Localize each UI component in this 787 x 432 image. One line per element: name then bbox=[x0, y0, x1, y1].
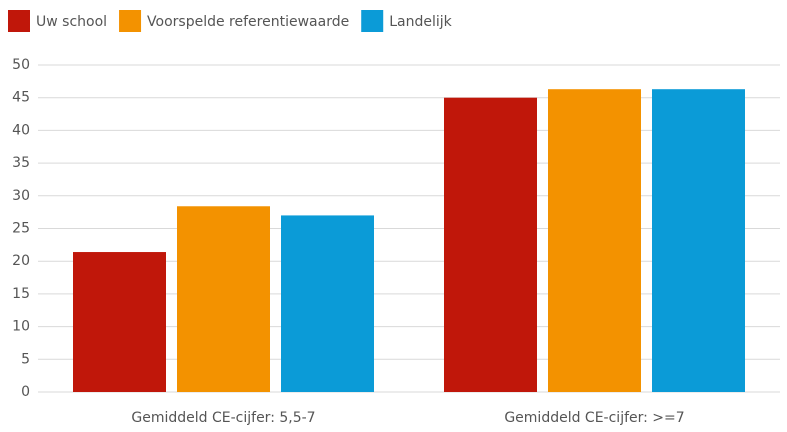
bar bbox=[548, 89, 641, 392]
y-tick-label: 5 bbox=[21, 351, 30, 367]
bar bbox=[73, 252, 166, 392]
x-tick-label: Gemiddeld CE-cijfer: 5,5-7 bbox=[131, 410, 315, 426]
y-tick-label: 40 bbox=[12, 122, 30, 138]
y-tick-label: 30 bbox=[12, 188, 30, 204]
y-tick-label: 35 bbox=[12, 155, 30, 171]
y-tick-label: 15 bbox=[12, 286, 30, 302]
legend-swatch bbox=[119, 10, 142, 32]
legend-label: Landelijk bbox=[389, 14, 452, 30]
legend-swatch bbox=[361, 10, 384, 32]
bar bbox=[281, 215, 374, 392]
bar bbox=[177, 206, 270, 392]
y-tick-label: 10 bbox=[12, 319, 30, 335]
y-tick-label: 50 bbox=[12, 57, 30, 73]
legend-swatch bbox=[8, 10, 30, 32]
legend-label: Uw school bbox=[36, 14, 107, 30]
y-tick-label: 25 bbox=[12, 221, 30, 237]
y-tick-label: 45 bbox=[12, 90, 30, 106]
x-tick-label: Gemiddeld CE-cijfer: >=7 bbox=[504, 410, 684, 426]
bar bbox=[652, 89, 745, 392]
bar bbox=[444, 97, 537, 392]
y-tick-label: 0 bbox=[21, 384, 30, 400]
legend-label: Voorspelde referentiewaarde bbox=[147, 14, 349, 30]
y-tick-label: 20 bbox=[12, 253, 30, 269]
